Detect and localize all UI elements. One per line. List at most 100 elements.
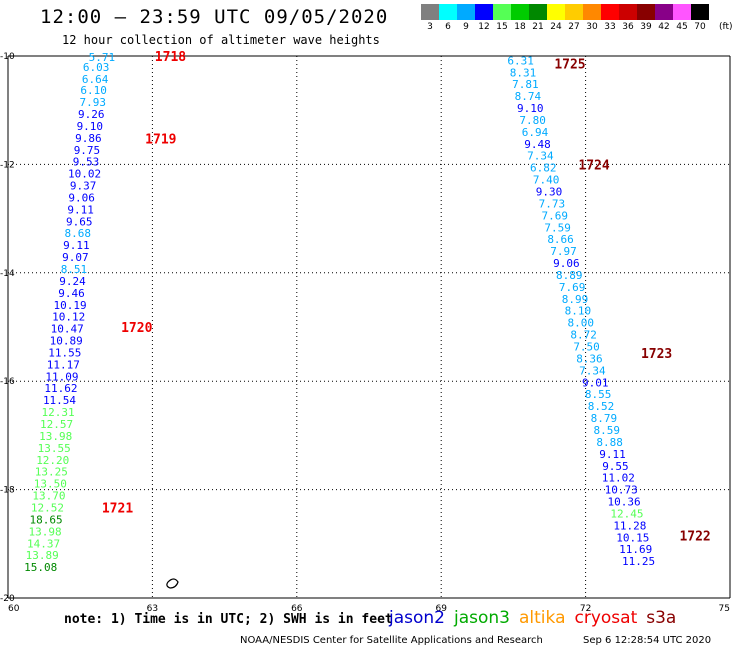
west-track-value: 11.55 <box>48 346 81 359</box>
west-track-value: 14.37 <box>27 537 60 550</box>
time-label: 1722 <box>679 530 710 545</box>
west-track-value: 9.10 <box>77 120 104 133</box>
color-scale-label: 36 <box>622 22 634 32</box>
color-scale-unit: (ft) <box>719 22 733 32</box>
east-track-value: 9.01 <box>582 376 609 389</box>
east-track-value: 8.79 <box>591 412 618 425</box>
lon-tick-label: 75 <box>719 604 730 614</box>
west-track-value: 10.12 <box>52 311 85 324</box>
east-track-value: 8.10 <box>565 305 592 318</box>
east-track-value: 7.97 <box>550 245 577 258</box>
color-swatch <box>655 4 673 20</box>
east-track-value: 10.36 <box>608 496 641 509</box>
east-track-value: 8.36 <box>576 352 603 365</box>
color-scale-label: 21 <box>532 22 544 32</box>
east-track-value: 11.69 <box>619 543 652 556</box>
color-scale-label: 70 <box>694 22 706 32</box>
west-track-value: 18.65 <box>29 513 62 526</box>
east-track-value: 7.81 <box>512 78 539 91</box>
west-track-value: 6.64 <box>82 73 109 86</box>
east-track-value: 10.15 <box>616 531 649 544</box>
color-swatch <box>493 4 511 20</box>
wave-height-points: 5.716.036.646.107.939.269.109.869.759.53… <box>24 51 655 574</box>
color-swatch <box>547 4 565 20</box>
west-track-value: 9.07 <box>62 251 89 264</box>
color-swatch <box>673 4 691 20</box>
footer-credit: NOAA/NESDIS Center for Satellite Applica… <box>240 635 543 646</box>
west-track-value: 11.17 <box>47 358 80 371</box>
west-track-value: 10.19 <box>54 299 87 312</box>
west-track-value: 12.20 <box>36 454 69 467</box>
east-track-value: 9.48 <box>524 138 551 151</box>
east-track-value: 11.28 <box>613 519 646 532</box>
color-scale-label: 9 <box>463 22 469 32</box>
color-scale-label: 45 <box>676 22 688 32</box>
time-labels: 1718 1719 1720 1721 1722 1723 1724 1725 <box>102 50 711 545</box>
color-swatch <box>637 4 655 20</box>
satellite-legend-cryosat: cryosat <box>574 608 638 628</box>
color-scale-bar <box>421 4 709 20</box>
lon-tick-label: 63 <box>147 604 158 614</box>
west-track-value: 8.51 <box>61 263 88 276</box>
east-track-value: 9.30 <box>536 186 563 199</box>
west-track-value: 13.98 <box>39 430 72 443</box>
west-track-value: 12.52 <box>31 501 64 514</box>
footer-note: note: 1) Time is in UTC; 2) SWH is in fe… <box>64 612 393 627</box>
time-label: 1719 <box>145 132 176 147</box>
lon-tick-label: 60 <box>8 604 20 614</box>
time-label: 1721 <box>102 501 133 516</box>
east-track-value: 8.99 <box>562 293 589 306</box>
west-track-value: 12.31 <box>41 406 74 419</box>
east-track-value: 11.25 <box>622 555 655 568</box>
east-track-value: 9.06 <box>553 257 580 270</box>
time-label: 1720 <box>121 321 152 336</box>
color-swatch <box>691 4 709 20</box>
time-label: 1718 <box>155 50 186 65</box>
west-track-value: 11.54 <box>43 394 76 407</box>
east-track-value: 9.11 <box>599 448 626 461</box>
east-track-value: 7.34 <box>579 364 606 377</box>
east-track-value: 9.10 <box>517 102 544 115</box>
east-track-value: 7.50 <box>573 341 600 354</box>
west-track-value: 12.57 <box>40 418 73 431</box>
lat-tick-label: -10 <box>0 52 15 62</box>
lat-tick-label: -12 <box>0 160 15 170</box>
color-swatch <box>601 4 619 20</box>
lon-tick-label: 72 <box>580 604 591 614</box>
color-scale-label: 3 <box>427 22 433 32</box>
color-swatch <box>529 4 547 20</box>
west-track-value: 9.26 <box>78 108 105 121</box>
time-label: 1723 <box>641 347 672 362</box>
east-track-value: 7.59 <box>544 221 571 234</box>
lat-tick-label: -14 <box>0 269 15 279</box>
west-track-value: 9.11 <box>67 203 94 216</box>
west-track-value: 9.75 <box>74 144 101 157</box>
color-scale-label: 15 <box>496 22 508 32</box>
west-track-value: 10.47 <box>51 323 84 336</box>
satellite-legend-jason3: jason3 <box>454 608 510 628</box>
east-track-value: 6.31 <box>507 54 534 67</box>
color-scale-label: 18 <box>514 22 526 32</box>
east-track-value: 8.59 <box>594 424 621 437</box>
west-track-value: 13.70 <box>32 490 65 503</box>
east-track-value: 7.80 <box>519 114 546 127</box>
color-swatch <box>457 4 475 20</box>
west-track-value: 9.86 <box>75 132 102 145</box>
page-title: 12:00 – 23:59 UTC 09/05/2020 <box>40 6 389 28</box>
satellite-legend-s3a: s3a <box>646 608 677 628</box>
east-track-value: 7.69 <box>559 281 586 294</box>
east-track-value: 8.66 <box>547 233 574 246</box>
lat-tick-label: -20 <box>0 594 15 604</box>
west-track-value: 13.98 <box>29 525 62 538</box>
west-track-value: 13.55 <box>38 442 71 455</box>
west-track-value: 13.25 <box>35 466 68 479</box>
color-scale-label: 27 <box>568 22 580 32</box>
color-scale-label: 39 <box>640 22 652 32</box>
satellite-legend-altika: altika <box>519 608 566 628</box>
lat-tick-label: -18 <box>0 486 15 496</box>
satellite-legend: jason2 jason3 altika cryosat s3a <box>389 608 685 628</box>
west-track-value: 9.11 <box>63 239 90 252</box>
west-track-value: 13.89 <box>26 549 59 562</box>
